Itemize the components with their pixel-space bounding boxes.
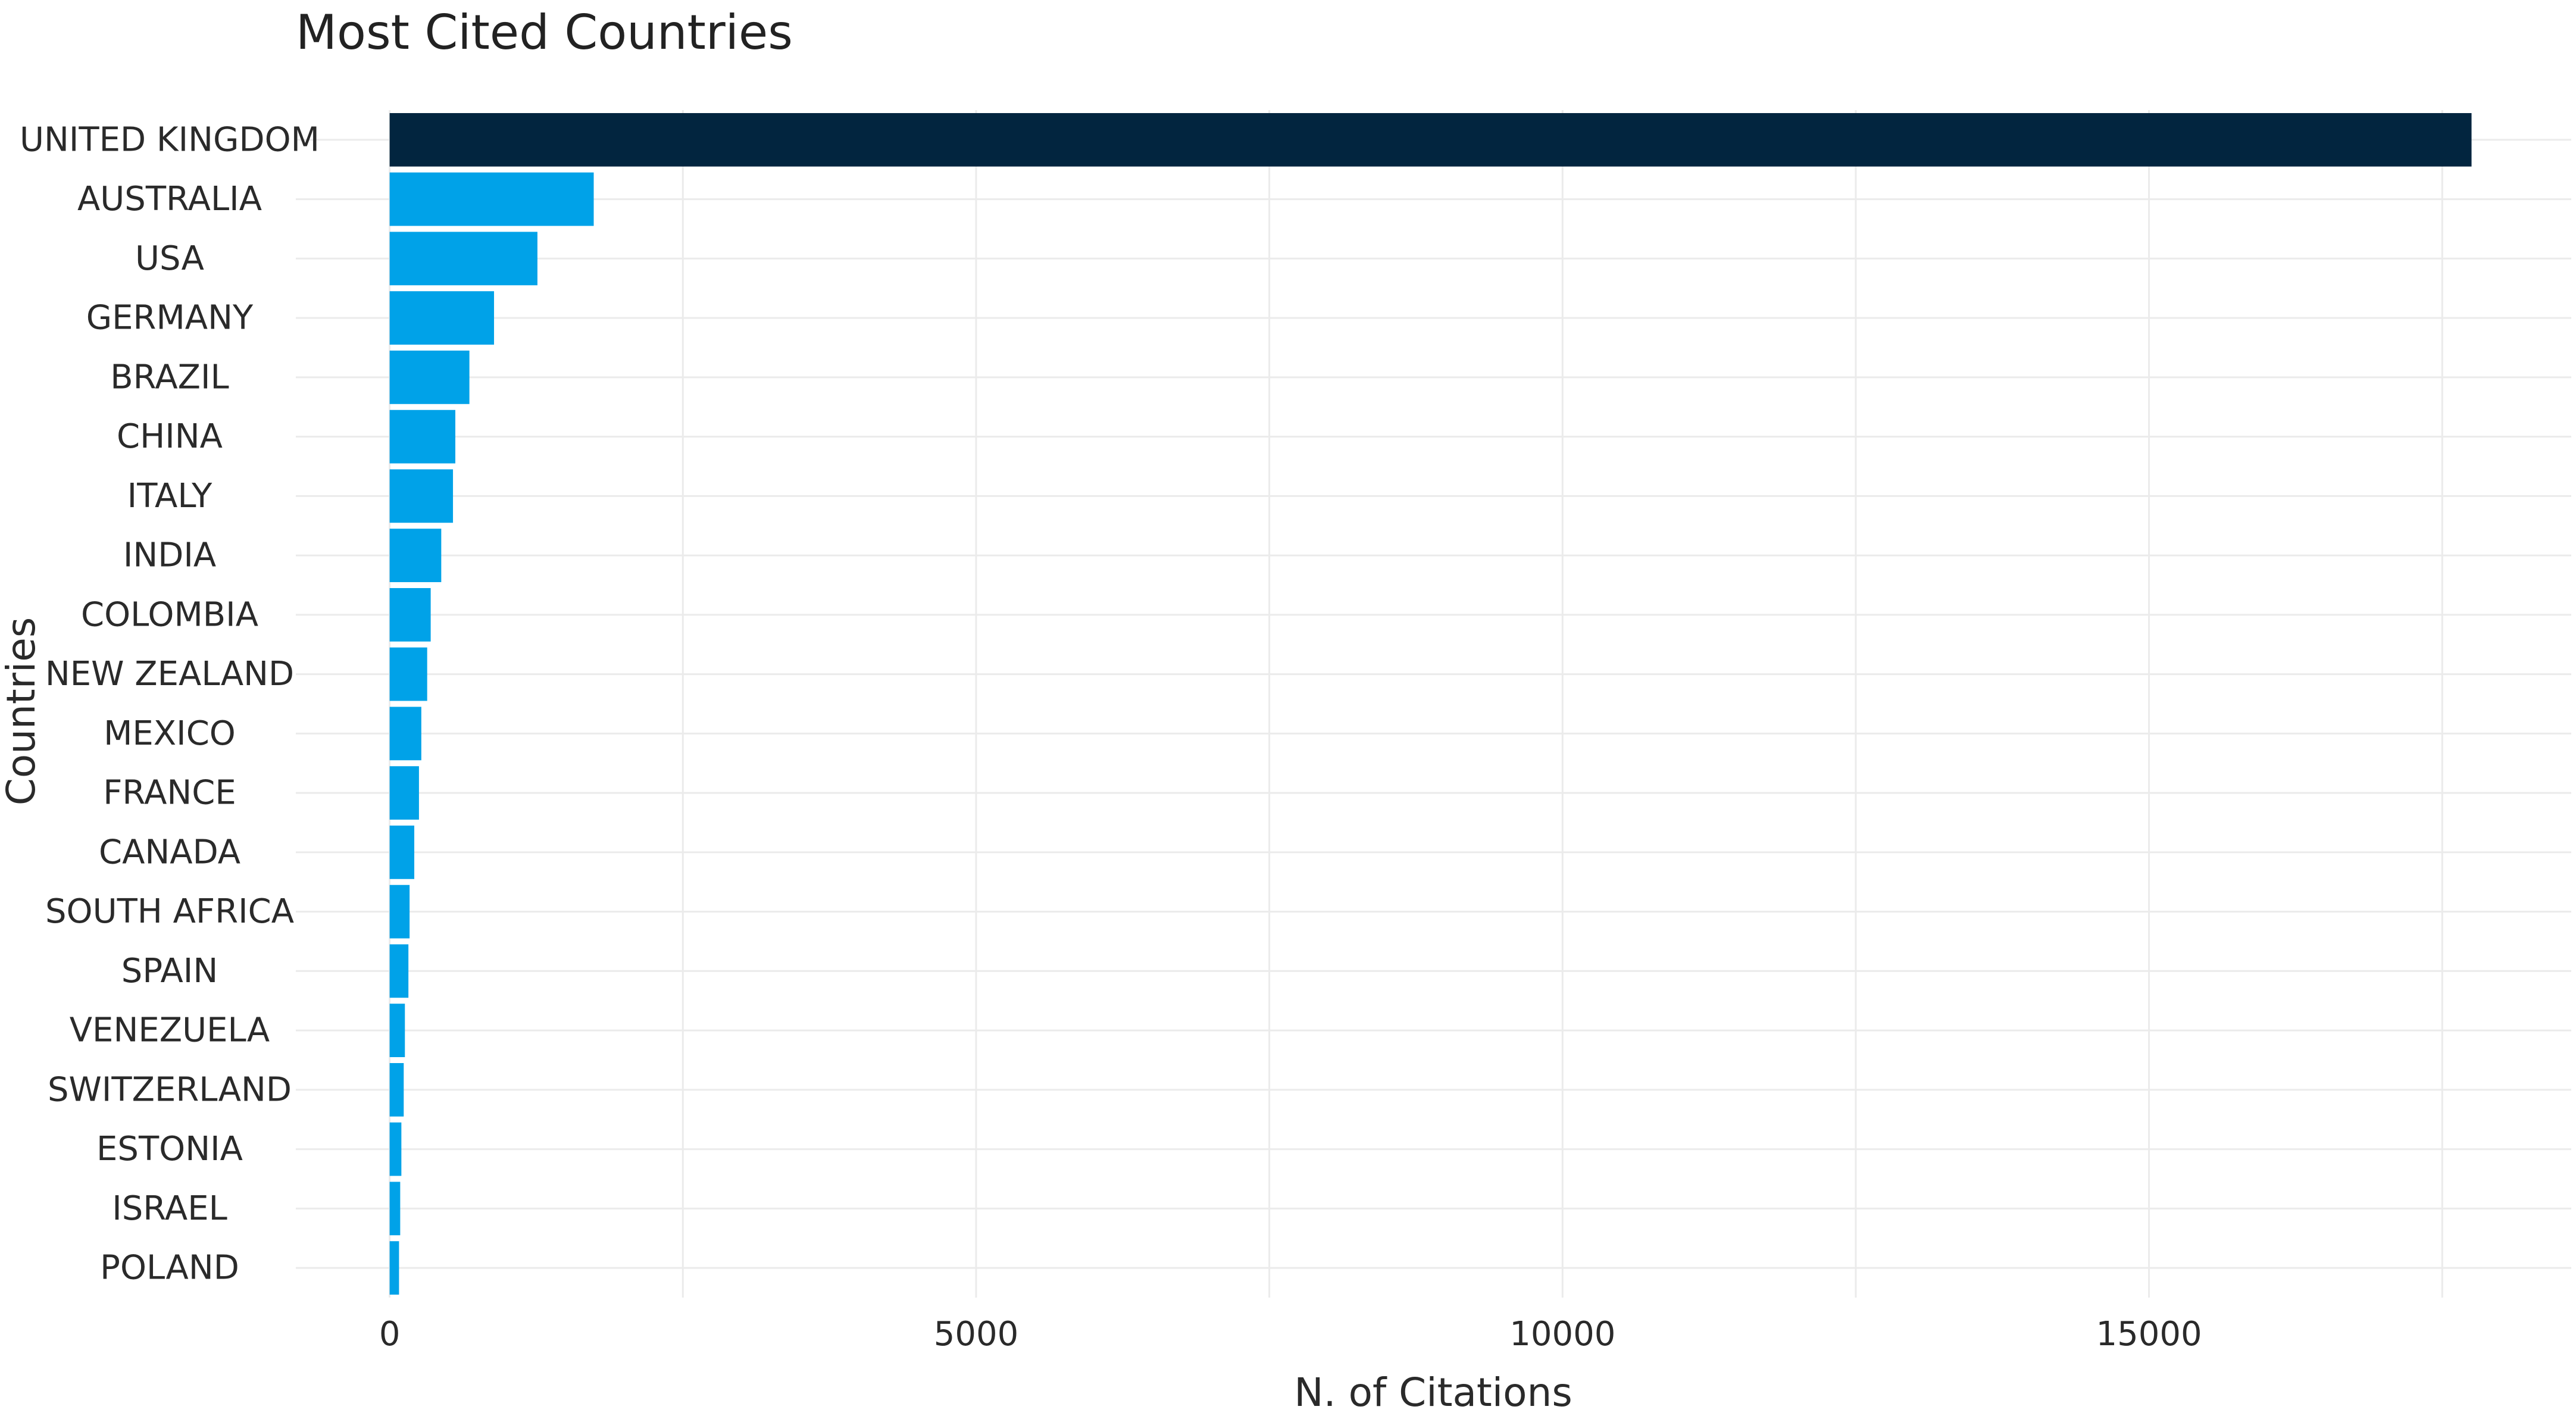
bar-brazil: [389, 350, 470, 404]
category-label: UNITED KINGDOM: [20, 120, 320, 159]
x-tick-labels: 0 5000 10000 15000: [379, 1315, 2202, 1354]
x-axis-title: N. of Citations: [1294, 1370, 1572, 1415]
grid-layer: [296, 110, 2571, 1298]
x-tick-label: 10000: [1509, 1315, 1615, 1354]
bar-estonia: [389, 1122, 402, 1176]
category-label: CANADA: [99, 833, 240, 871]
category-label: SPAIN: [121, 952, 218, 990]
category-label: ISRAEL: [112, 1189, 227, 1228]
bar-switzerland: [389, 1062, 404, 1117]
category-label: GERMANY: [86, 299, 254, 337]
bar-australia: [389, 172, 594, 226]
category-label: ESTONIA: [96, 1130, 243, 1168]
bar-usa: [389, 232, 537, 286]
category-labels: UNITED KINGDOM AUSTRALIA USA GERMANY BRAZIL C…: [20, 120, 320, 1287]
bar-south-africa: [389, 885, 410, 939]
category-label: USA: [135, 239, 204, 278]
category-label: FRANCE: [103, 774, 236, 812]
bar-germany: [389, 291, 495, 345]
x-tick-label: 5000: [934, 1315, 1019, 1354]
chart-title: Most Cited Countries: [296, 5, 793, 60]
bar-china: [389, 410, 456, 464]
bar-venezuela: [389, 1004, 405, 1058]
bar-canada: [389, 825, 415, 879]
category-label: COLOMBIA: [81, 595, 258, 634]
category-label: SOUTH AFRICA: [45, 892, 294, 931]
y-axis-title: Countries: [0, 617, 44, 805]
bars-layer: [389, 112, 2472, 1295]
bar-israel: [389, 1182, 401, 1236]
category-label: ITALY: [127, 477, 212, 515]
category-label: BRAZIL: [110, 358, 229, 396]
category-label: VENEZUELA: [70, 1011, 270, 1050]
category-label: SWITZERLAND: [48, 1070, 292, 1109]
bar-italy: [389, 469, 454, 523]
bar-spain: [389, 944, 409, 998]
category-label: MEXICO: [104, 714, 236, 753]
category-label: INDIA: [123, 536, 216, 575]
category-label: POLAND: [100, 1249, 239, 1287]
bar-france: [389, 766, 419, 820]
bar-united-kingdom: [389, 112, 2472, 167]
x-tick-label: 15000: [2096, 1315, 2202, 1354]
bar-new-zealand: [389, 647, 427, 701]
category-label: AUSTRALIA: [77, 180, 262, 218]
category-label: NEW ZEALAND: [45, 655, 294, 693]
bar-colombia: [389, 587, 431, 642]
bar-mexico: [389, 707, 421, 761]
category-label: CHINA: [117, 417, 223, 456]
bar-poland: [389, 1241, 399, 1295]
x-tick-label: 0: [379, 1315, 401, 1354]
bar-india: [389, 529, 442, 583]
